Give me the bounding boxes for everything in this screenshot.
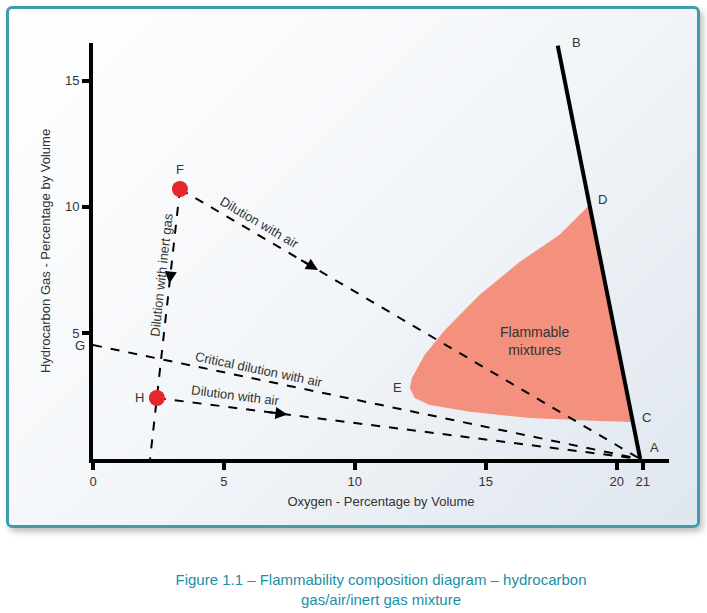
- svg-text:21: 21: [636, 474, 650, 489]
- svg-text:Dilution with air: Dilution with air: [217, 194, 301, 252]
- svg-text:Figure 1.1 – Flammability comp: Figure 1.1 – Flammability composition di…: [175, 571, 586, 608]
- svg-text:Critical dilution with air: Critical dilution with air: [194, 349, 324, 390]
- svg-text:E: E: [393, 380, 402, 395]
- svg-text:Dilution with inert gas: Dilution with inert gas: [147, 212, 176, 337]
- svg-text:Dilution with air: Dilution with air: [190, 382, 280, 408]
- svg-text:H: H: [135, 390, 144, 405]
- svg-text:G: G: [75, 338, 85, 353]
- svg-text:15: 15: [65, 73, 79, 88]
- svg-text:Hydrocarbon Gas - Percentage b: Hydrocarbon Gas - Percentage by Volume: [38, 129, 53, 373]
- svg-text:C: C: [642, 410, 651, 425]
- svg-text:D: D: [598, 192, 607, 207]
- svg-text:20: 20: [609, 474, 623, 489]
- svg-text:F: F: [176, 162, 184, 177]
- svg-text:A: A: [650, 440, 659, 455]
- svg-text:10: 10: [348, 474, 362, 489]
- svg-text:0: 0: [89, 474, 96, 489]
- svg-text:10: 10: [65, 199, 79, 214]
- svg-text:5: 5: [72, 325, 79, 340]
- svg-text:Oxygen - Percentage by Volume: Oxygen - Percentage by Volume: [287, 494, 474, 509]
- svg-text:B: B: [572, 35, 581, 50]
- svg-text:Flammablemixtures: Flammablemixtures: [500, 324, 569, 358]
- svg-text:5: 5: [220, 474, 227, 489]
- svg-text:15: 15: [478, 474, 492, 489]
